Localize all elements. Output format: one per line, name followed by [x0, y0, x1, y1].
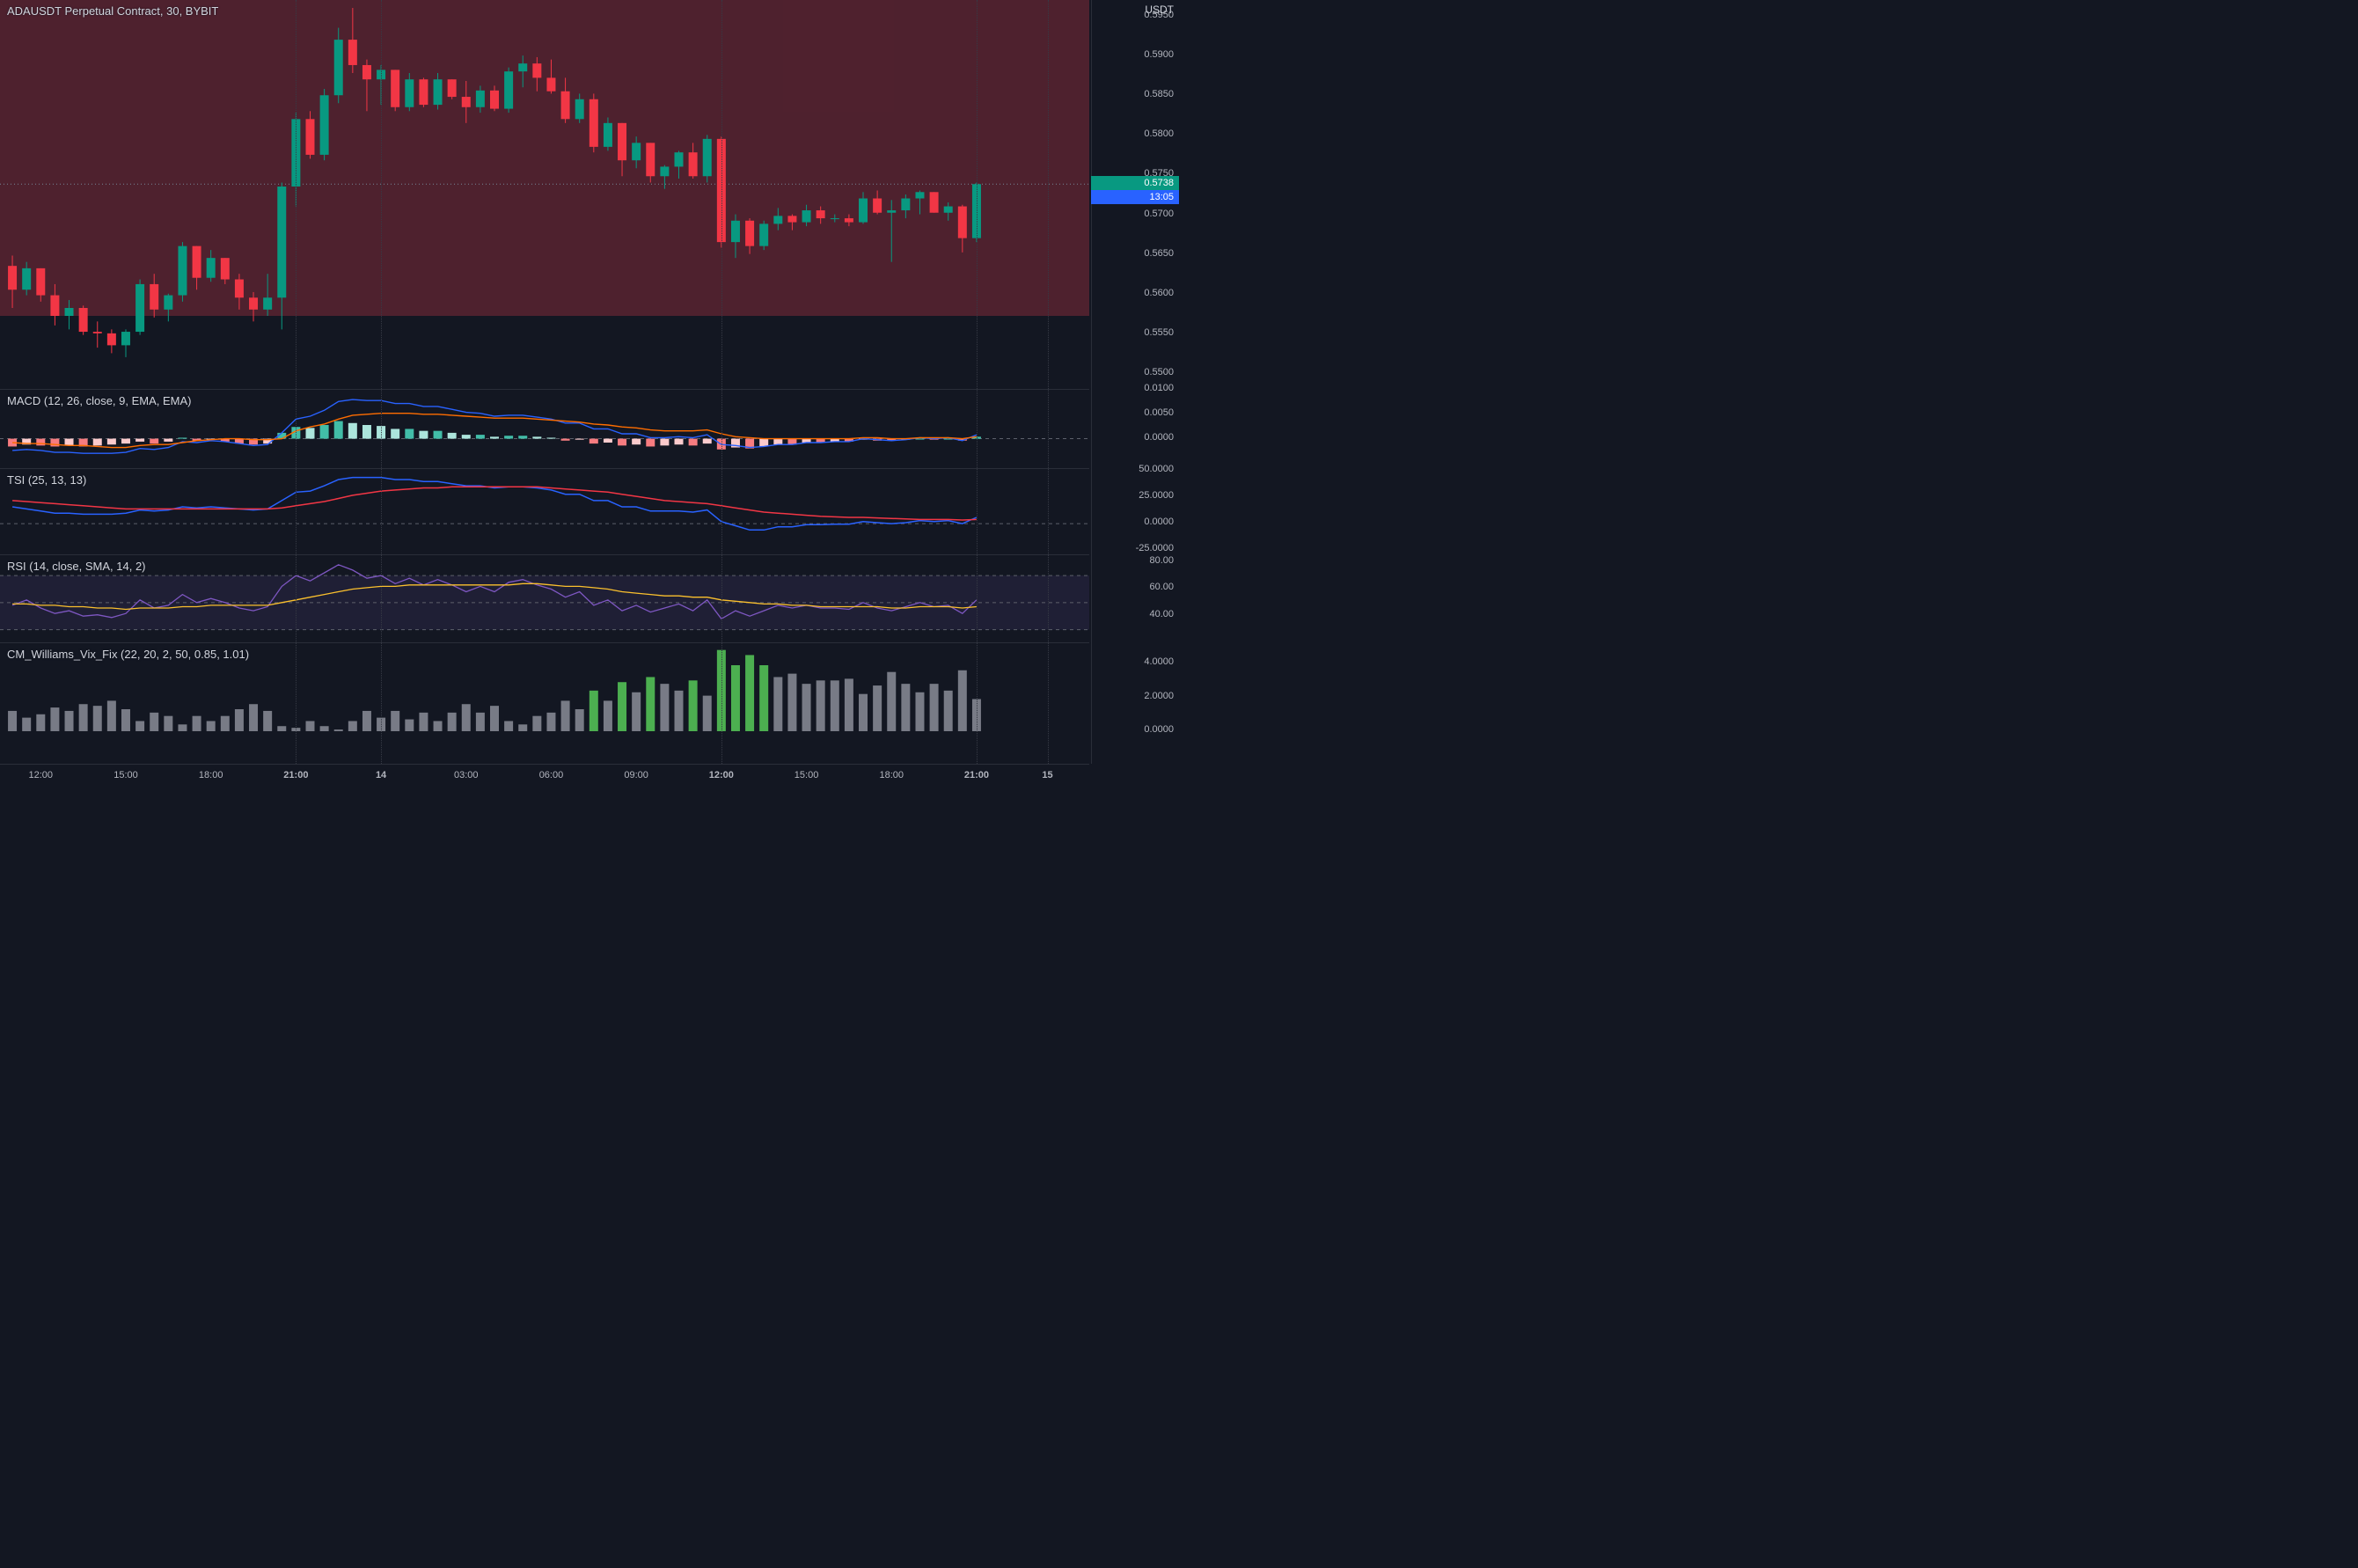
time-tick: 15:00	[114, 770, 138, 780]
axis-tick: 2.0000	[1144, 691, 1174, 701]
price-tick: 0.5800	[1144, 128, 1174, 139]
chart-area[interactable]: ADAUSDT Perpetual Contract, 30, BYBIT MA…	[0, 0, 1089, 764]
axis-tick: 0.0000	[1144, 724, 1174, 735]
rsi-title: RSI (14, close, SMA, 14, 2)	[7, 560, 146, 573]
last-price-tag: 0.5738	[1091, 176, 1179, 190]
time-tick: 09:00	[624, 770, 648, 780]
axis-tick: 0.0050	[1144, 407, 1174, 418]
axis-tick: 80.00	[1149, 555, 1174, 566]
price-tick: 0.5600	[1144, 288, 1174, 298]
time-tick: 06:00	[539, 770, 564, 780]
time-tick: 18:00	[199, 770, 223, 780]
time-tick: 21:00	[964, 770, 989, 780]
time-tick: 21:00	[283, 770, 308, 780]
axis-tick: 0.0000	[1144, 517, 1174, 527]
price-tick: 0.5650	[1144, 248, 1174, 259]
rsi-panel[interactable]: RSI (14, close, SMA, 14, 2)	[0, 554, 1089, 642]
axis-tick: 50.0000	[1139, 464, 1174, 474]
axis-tick: 4.0000	[1144, 656, 1174, 667]
vix-title: CM_Williams_Vix_Fix (22, 20, 2, 50, 0.85…	[7, 648, 249, 661]
price-tick: 0.5550	[1144, 327, 1174, 338]
tsi-title: TSI (25, 13, 13)	[7, 473, 86, 487]
time-tick: 15	[1042, 770, 1052, 780]
price-tick: 0.5950	[1144, 10, 1174, 20]
axis-tick: -25.0000	[1136, 543, 1174, 553]
symbol-title: ADAUSDT Perpetual Contract, 30, BYBIT	[7, 4, 218, 18]
axis-tick: 0.0100	[1144, 383, 1174, 393]
axis-tick: 40.00	[1149, 609, 1174, 619]
time-tick: 12:00	[29, 770, 54, 780]
time-tick: 14	[376, 770, 386, 780]
countdown-tag: 13:05	[1091, 190, 1179, 204]
axis-tick: 60.00	[1149, 582, 1174, 592]
time-tick: 15:00	[795, 770, 819, 780]
time-tick: 03:00	[454, 770, 479, 780]
axis-tick: 0.0000	[1144, 432, 1174, 443]
price-tick: 0.5900	[1144, 49, 1174, 60]
price-panel[interactable]: ADAUSDT Perpetual Contract, 30, BYBIT	[0, 0, 1089, 389]
macd-title: MACD (12, 26, close, 9, EMA, EMA)	[7, 394, 192, 407]
time-tick: 12:00	[709, 770, 734, 780]
tsi-panel[interactable]: TSI (25, 13, 13)	[0, 468, 1089, 554]
price-axis[interactable]: USDT 0.59500.59000.58500.58000.57500.570…	[1091, 0, 1179, 764]
price-tick: 0.5700	[1144, 209, 1174, 219]
time-axis[interactable]: 12:00 15:00 18:00 21:00 14 03:00 06:00 09:00 12:…	[0, 764, 1089, 784]
time-tick: 18:00	[879, 770, 904, 780]
axis-tick: 25.0000	[1139, 490, 1174, 501]
price-tick: 0.5500	[1144, 367, 1174, 377]
vix-panel[interactable]: CM_Williams_Vix_Fix (22, 20, 2, 50, 0.85…	[0, 642, 1089, 730]
macd-panel[interactable]: MACD (12, 26, close, 9, EMA, EMA)	[0, 389, 1089, 468]
price-tick: 0.5850	[1144, 89, 1174, 99]
